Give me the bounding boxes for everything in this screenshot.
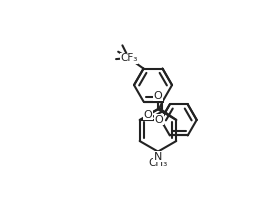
Text: CF₃: CF₃ xyxy=(120,53,137,63)
Text: CH₃: CH₃ xyxy=(148,158,168,168)
Text: O: O xyxy=(143,110,152,120)
Text: N: N xyxy=(154,152,162,162)
Text: O: O xyxy=(154,91,162,101)
Text: O: O xyxy=(154,115,163,125)
